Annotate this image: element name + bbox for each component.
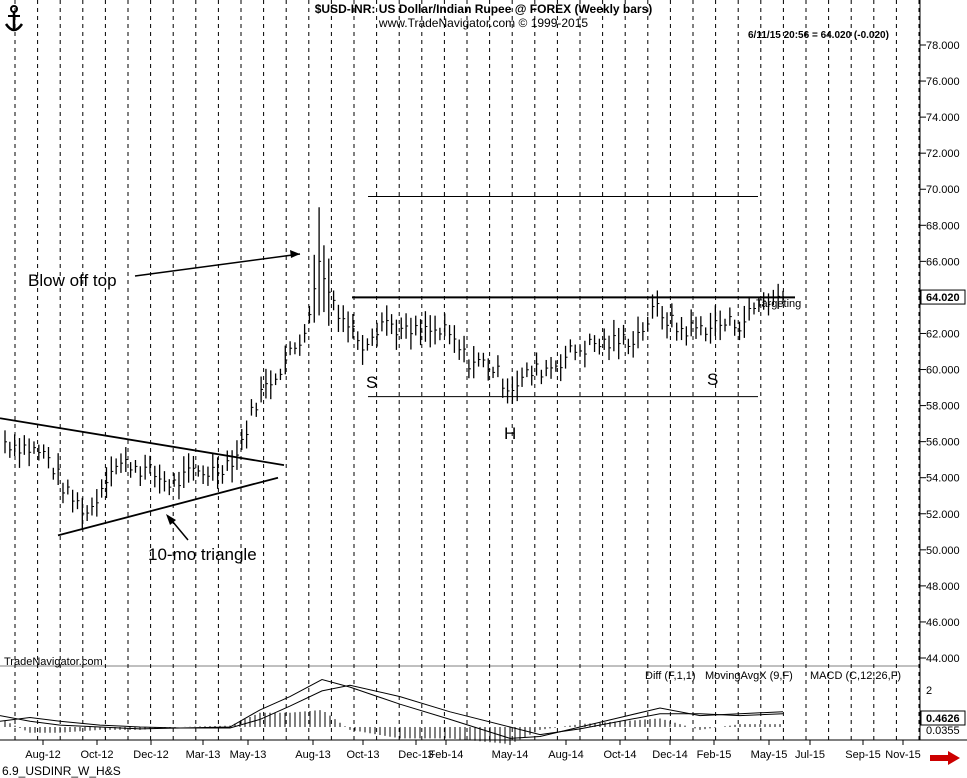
site-credit: www.TradeNavigator.com © 1999-2015 [378, 16, 589, 30]
y-tick-label: 50.000 [926, 545, 960, 557]
indicator-hidden-label: 0.0355 [926, 725, 960, 737]
right-shoulder-label: S [707, 370, 718, 389]
y-tick-label: 58.000 [926, 401, 960, 413]
x-tick-label: Mar-13 [186, 749, 221, 761]
x-tick-label: Dec-12 [133, 749, 168, 761]
y-tick-label: 66.000 [926, 256, 960, 268]
macd-label: MACD (C,12,26,F) [810, 670, 901, 682]
chart-file-label: 6.9_USDINR_W_H&S [2, 764, 121, 778]
x-tick-label: Oct-12 [80, 749, 113, 761]
x-tick-label: Aug-13 [295, 749, 330, 761]
pattern-lines [0, 195, 795, 537]
x-tick-label: May-14 [492, 749, 529, 761]
x-tick-label: Nov-15 [885, 749, 920, 761]
y-tick-label: 52.000 [926, 509, 960, 521]
y-tick-label: 74.000 [926, 112, 960, 124]
y-tick-label: 78.000 [926, 40, 960, 52]
y-tick-label: 46.000 [926, 617, 960, 629]
x-tick-label: Aug-12 [25, 749, 60, 761]
y-tick-label: 68.000 [926, 220, 960, 232]
x-tick-label: Feb-15 [697, 749, 732, 761]
x-tick-label: Oct-14 [603, 749, 636, 761]
x-tick-label: Sep-15 [845, 749, 880, 761]
x-tick-label: Jul-15 [795, 749, 825, 761]
blow-off-arrow [134, 253, 301, 277]
x-tick-label: Feb-14 [429, 749, 464, 761]
triangle-lower-line [57, 476, 279, 537]
price-readout: 6/11/15 20:56 = 64.020 (-0.020) [748, 30, 889, 41]
price-bars [4, 207, 785, 530]
diff-label: Diff (F,1,1) [645, 670, 696, 682]
macd-line [0, 678, 784, 739]
right-arrow-icon[interactable] [930, 751, 960, 770]
blow-off-arrowhead [290, 250, 300, 258]
last-price-label: 64.020 [926, 292, 960, 304]
triangle-arrowhead [166, 514, 176, 525]
annotations: Blow off top 10-mo triangle S H S Targeting Tr… [4, 250, 932, 697]
y-tick-label: 54.000 [926, 473, 960, 485]
indicator-value-label: 0.4626 [926, 713, 960, 725]
x-tick-label: May-13 [230, 749, 267, 761]
triangle-label: 10-mo triangle [148, 545, 257, 564]
last-price-box [920, 289, 966, 305]
y-tick-label: 56.000 [926, 437, 960, 449]
y-tick-label: 70.000 [926, 184, 960, 196]
anchor-icon [4, 4, 24, 39]
y-tick-label: 60.000 [926, 365, 960, 377]
watermark-label: TradeNavigator.com [4, 656, 103, 668]
x-tick-label: Oct-13 [346, 749, 379, 761]
y-tick-label: 76.000 [926, 76, 960, 88]
x-tick-label: Dec-13 [398, 749, 433, 761]
price-axis: 44.000 46.000 48.000 50.000 52.000 54.000 56.0… [920, 40, 966, 665]
head-label: H [504, 424, 516, 443]
indicator-axis-label: 2 [926, 685, 932, 697]
date-axis: Aug-12 Oct-12 Dec-12 Mar-13 May-13 Aug-13 Oct-… [25, 740, 921, 761]
targeting-label: Targeting [756, 298, 801, 310]
left-shoulder-label: S [366, 373, 377, 392]
signal-line [0, 684, 784, 736]
y-tick-label: 48.000 [926, 581, 960, 593]
x-tick-label: May-15 [751, 749, 788, 761]
x-tick-label: Aug-14 [548, 749, 583, 761]
blow-off-top-label: Blow off top [28, 271, 117, 290]
moving-avg-label: MovingAvgX (9,F) [705, 670, 793, 682]
vertical-grid [0, 0, 967, 741]
indicator-value-box [920, 710, 966, 726]
triangle-upper-line [0, 417, 285, 466]
x-tick-label: Dec-14 [652, 749, 687, 761]
y-tick-label: 44.000 [926, 653, 960, 665]
y-tick-label: 62.000 [926, 328, 960, 340]
y-tick-label: 72.000 [926, 148, 960, 160]
chart-title: $USD-INR: US Dollar/Indian Rupee @ FOREX… [314, 2, 653, 16]
